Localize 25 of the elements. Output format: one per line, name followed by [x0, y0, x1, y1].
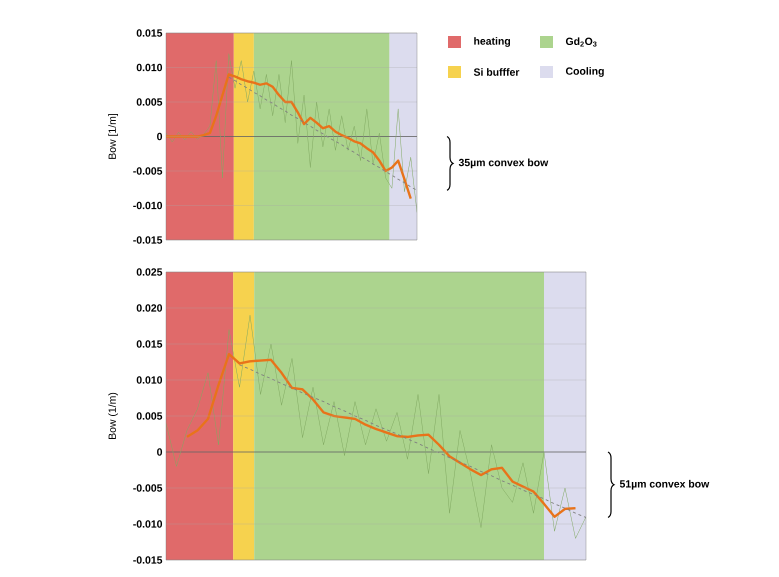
y-tick-label: -0.010: [133, 202, 162, 210]
y-tick-label: 0: [157, 132, 162, 140]
y-tick-label: 0.020: [136, 304, 162, 312]
text: 35µm convex bow: [458, 158, 548, 168]
y-tick-label: 0.005: [136, 98, 162, 106]
text: Cooling: [566, 67, 604, 77]
y-tick-label: 0.025: [136, 268, 162, 276]
y-tick-label: 0.015: [136, 340, 162, 348]
y-tick-label: -0.010: [133, 520, 162, 528]
y-tick-label: 0.015: [136, 29, 162, 37]
y-tick-label: -0.015: [133, 236, 162, 244]
y-tick-label: 0: [157, 448, 162, 456]
y-tick-label: -0.005: [133, 167, 162, 175]
text: 51µm convex bow: [620, 480, 710, 490]
y-tick-label: 0.010: [136, 376, 162, 384]
text: Gd$_{2}$O$_{3}$: [566, 37, 597, 47]
text: Si bufffer: [474, 68, 520, 76]
y-tick-label: 0.005: [136, 412, 162, 420]
y-tick-label: -0.015: [133, 556, 162, 564]
line-series: [166, 314, 586, 539]
text: heating: [474, 37, 510, 47]
y-tick-label: -0.005: [133, 484, 162, 492]
y-axis-title: Bow (1/m): [108, 392, 118, 439]
y-tick-label: 0.010: [136, 64, 162, 72]
y-axis-title: Bow [1/m]: [108, 114, 118, 159]
